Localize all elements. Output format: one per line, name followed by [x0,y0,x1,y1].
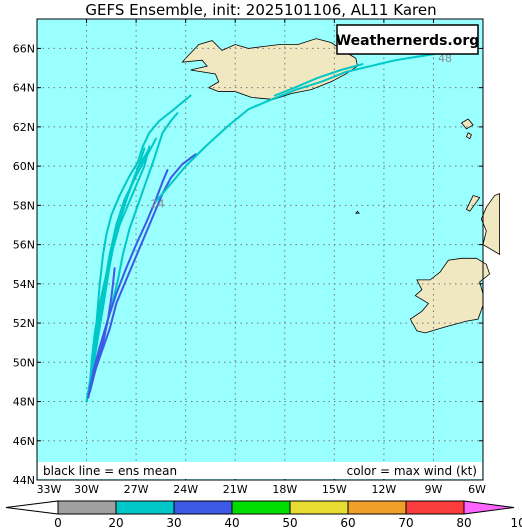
colorbar-segment [289,500,349,515]
track-layer [85,51,447,403]
page-title: GEFS Ensemble, init: 2025101106, AL11 Ka… [85,1,437,19]
lon-tick-label: 12W [371,483,396,496]
lat-tick-label: 64N [13,82,35,95]
lon-tick-label: 18W [272,483,297,496]
ensemble-track [87,147,151,399]
land-faroe-2 [465,132,472,140]
colorbar-tick-label: 70 [398,516,413,530]
forecast-hour-label: 48 [438,52,452,65]
lat-tick-label: 48N [13,396,35,409]
footer-right-note: color = max wind (kt) [347,464,477,478]
lon-tick-label: 6W [468,483,486,496]
forecast-hour-label: 24 [151,197,165,210]
land-faroe-1 [460,118,474,130]
latitude-axis: 44N 46N 48N 50N 52N 54N 56N 58N 60N 62N 64N 66N [13,42,483,487]
colorbar-segment [115,500,175,515]
ensemble-track [88,267,116,393]
wind-colorbar: 0 20 30 40 50 60 70 80 100 [5,500,522,530]
colorbar-segment [173,500,233,515]
lat-tick-label: 62N [13,121,35,134]
colorbar-over-triangle [463,500,515,515]
map-frame [36,18,484,481]
colorbar-tick-label: 30 [166,516,181,530]
colorbar-tick-label: 100 [511,516,522,530]
lat-tick-label: 56N [13,239,35,252]
lat-tick-label: 46N [13,435,35,448]
ensemble-track [87,153,197,399]
longitude-axis: 33W 30W 27W 24W 21W 18W 15W 12W 9W 6W [36,19,486,496]
ensemble-track [273,63,364,97]
colorbar-tick-label: 40 [224,516,239,530]
lat-tick-label: 58N [13,199,35,212]
land-ireland [409,257,491,334]
ensemble-track [154,51,447,203]
colorbar-segment [57,500,117,515]
lat-tick-label: 44N [13,474,35,487]
lon-tick-label: 27W [124,483,149,496]
lat-tick-label: 54N [13,278,35,291]
colorbar-tick-label: 20 [108,516,123,530]
lon-tick-label: 9W [425,483,443,496]
colorbar-segment [347,500,407,515]
lat-tick-label: 52N [13,317,35,330]
colorbar-under-triangle [5,500,59,515]
ensemble-track [87,169,169,399]
lon-tick-label: 21W [223,483,248,496]
footer-left-note: black line = ens mean [43,464,177,478]
lon-tick-label: 15W [322,483,347,496]
colorbar-segment [231,500,291,515]
lon-tick-label: 30W [74,483,99,496]
lon-tick-label: 24W [173,483,198,496]
watermark-box: Weathernerds.org [336,24,480,55]
watermark-text: Weathernerds.org [336,33,480,49]
colorbar-tick-label: 50 [282,516,297,530]
colorbar-tick-label: 80 [456,516,471,530]
land-lewis [465,195,481,212]
land-scotland [480,193,500,256]
land-rockall [354,210,360,214]
footer-strip [38,462,482,479]
lon-tick-label: 33W [37,483,62,496]
lat-tick-label: 66N [13,42,35,55]
hour-label-layer: 24 48 [151,52,452,210]
lat-tick-label: 60N [13,160,35,173]
colorbar-tick-label: 60 [340,516,355,530]
colorbar-tick-label: 0 [54,516,62,530]
colorbar-segment [405,500,465,515]
lat-tick-label: 50N [13,356,35,369]
